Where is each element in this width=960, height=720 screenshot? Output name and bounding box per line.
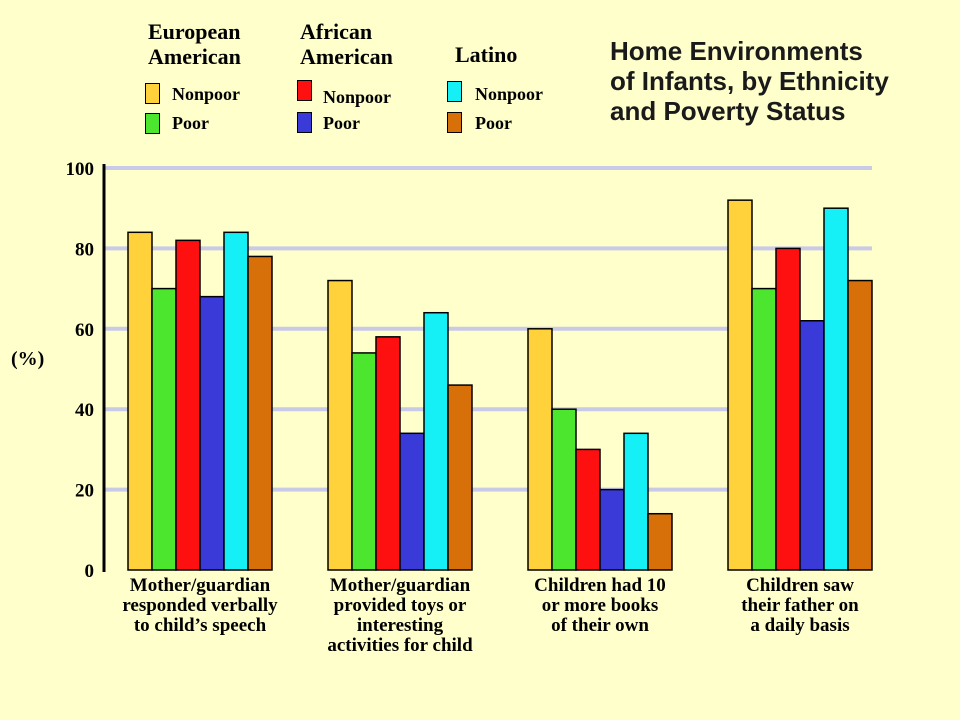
x-category-label-4-line-3: a daily basis — [750, 615, 849, 636]
legend-label-european-american-nonpoor: Nonpoor — [172, 84, 241, 104]
bar-4-european-american-poor — [751, 287, 777, 571]
y-tick-label-20: 20 — [75, 481, 94, 502]
x-category-label-2-line-1: Mother/guardian — [330, 575, 471, 596]
x-category-label-1-line-1: Mother/guardian — [130, 575, 271, 596]
y-tick-label-80: 80 — [75, 239, 94, 260]
bar-1-european-american-poor — [151, 287, 177, 571]
y-tick-label-60: 60 — [75, 320, 94, 341]
bar-4-european-american-nonpoor — [727, 199, 753, 571]
x-category-label-3-line-3: of their own — [551, 615, 649, 636]
x-category-label-1-line-3: to child’s speech — [134, 615, 267, 636]
x-category-label-2-line-2: provided toys or — [334, 595, 467, 616]
legend-title-african-american: African American — [300, 19, 393, 69]
bar-4-african-american-nonpoor — [775, 247, 801, 571]
legend-swatch-african-american-poor — [297, 112, 312, 133]
bar-3-european-american-poor — [551, 408, 577, 571]
bar-2-african-american-poor — [399, 432, 425, 571]
x-category-label-3-line-2: or more books — [542, 595, 658, 616]
bars — [127, 199, 873, 571]
y-axis-label: (%) — [11, 348, 45, 370]
x-category-label-4-line-1: Children saw — [746, 575, 854, 596]
y-tick-label-0: 0 — [85, 561, 95, 582]
bar-3-african-american-poor — [599, 488, 625, 571]
bar-1-african-american-poor — [199, 295, 225, 571]
x-category-label-4-line-2: their father on — [741, 595, 859, 616]
bar-2-african-american-nonpoor — [375, 336, 401, 571]
legend-swatch-european-american-poor — [145, 113, 160, 134]
bar-3-latino-nonpoor — [623, 432, 649, 571]
x-category-label-1-line-2: responded verbally — [122, 595, 278, 616]
bar-1-latino-poor — [247, 255, 273, 571]
y-axis: 0 20 40 60 80 100 — [66, 159, 106, 582]
bar-1-european-american-nonpoor — [127, 231, 153, 571]
chart-title: Home Environments of Infants, by Ethnici… — [610, 36, 889, 126]
bar-2-european-american-poor — [351, 352, 377, 571]
y-tick-label-40: 40 — [75, 400, 94, 421]
legend-title-latino: Latino — [455, 42, 518, 67]
legend-label-latino-poor: Poor — [475, 113, 512, 133]
legend-swatch-european-american-nonpoor — [145, 83, 160, 104]
x-category-label-3-line-1: Children had 10 — [534, 575, 666, 596]
bar-3-african-american-nonpoor — [575, 448, 601, 571]
bar-4-latino-nonpoor — [823, 207, 849, 571]
legend-label-european-american-poor: Poor — [172, 113, 209, 133]
legend-label-african-american-nonpoor: Nonpoor — [323, 87, 392, 107]
bar-3-european-american-nonpoor — [527, 328, 553, 571]
x-category-label-2-line-3: interesting — [357, 615, 444, 636]
legend-label-latino-nonpoor: Nonpoor — [475, 84, 544, 104]
bar-2-latino-poor — [447, 384, 473, 571]
legend-swatch-latino-poor — [447, 112, 462, 133]
bar-2-european-american-nonpoor — [327, 279, 353, 571]
bar-4-african-american-poor — [799, 320, 825, 571]
bar-2-latino-nonpoor — [423, 311, 449, 571]
bar-1-african-american-nonpoor — [175, 239, 201, 571]
bar-1-latino-nonpoor — [223, 231, 249, 571]
bar-3-latino-poor — [647, 512, 673, 571]
bar-4-latino-poor — [847, 279, 873, 571]
y-tick-label-100: 100 — [66, 159, 95, 180]
legend-title-european-american: European American — [148, 19, 241, 69]
legend-swatch-african-american-nonpoor — [297, 80, 312, 101]
legend-swatch-latino-nonpoor — [447, 81, 462, 102]
legend-label-african-american-poor: Poor — [323, 113, 360, 133]
x-category-label-2-line-4: activities for child — [327, 635, 473, 656]
